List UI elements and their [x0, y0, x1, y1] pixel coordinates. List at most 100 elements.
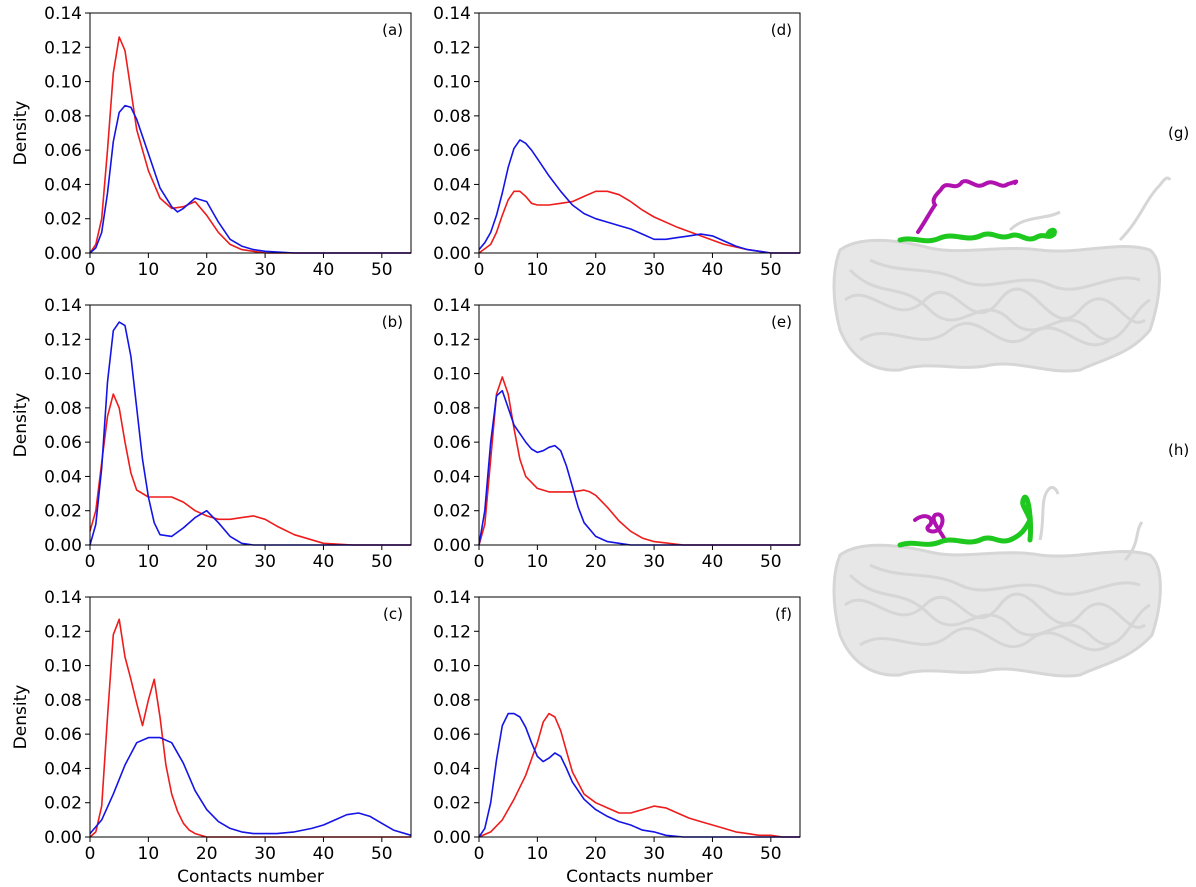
y-tick-label: 0.14 — [44, 588, 82, 608]
panel-label: (a) — [382, 21, 403, 39]
green-chain-h — [897, 494, 1033, 548]
x-tick-label: 40 — [313, 260, 335, 280]
plot-frame — [478, 12, 801, 254]
y-tick-label: 0.02 — [44, 794, 82, 814]
y-tick-label: 0.10 — [44, 657, 82, 677]
x-tick-label: 30 — [643, 552, 665, 572]
y-tick-label: 0.10 — [44, 73, 82, 93]
x-tick-label: 0 — [474, 844, 485, 864]
x-tick-label: 10 — [527, 260, 549, 280]
structure-h: (h) — [832, 441, 1189, 678]
y-tick-label: 0.08 — [44, 399, 82, 419]
y-tick-label: 0.06 — [44, 141, 82, 161]
plot-frame — [89, 596, 412, 838]
y-tick-label: 0.14 — [433, 296, 471, 316]
y-tick-label: 0.04 — [433, 759, 471, 779]
magenta-chain-h — [913, 512, 947, 542]
y-tick-label: 0.12 — [44, 38, 82, 58]
y-tick-label: 0.14 — [44, 4, 82, 24]
y-tick-label: 0.08 — [433, 399, 471, 419]
green-chain-g — [897, 227, 1057, 244]
y-tick-label: 0.04 — [44, 175, 82, 195]
y-axis-label: Density — [11, 685, 31, 750]
x-tick-label: 10 — [527, 552, 549, 572]
x-tick-label: 10 — [138, 844, 160, 864]
panel-label: (b) — [382, 313, 403, 331]
x-tick-label: 50 — [760, 844, 782, 864]
x-tick-label: 50 — [371, 260, 393, 280]
x-tick-label: 0 — [474, 552, 485, 572]
subplot-b: 0.00 0.02 0.04 0.06 0.08 0.10 0.12 0.14 0 10 20 30 4… — [11, 296, 412, 572]
x-tick-label: 0 — [85, 844, 96, 864]
series-line-blue — [478, 389, 800, 546]
series-line-blue — [478, 712, 800, 838]
y-tick-label: 0.06 — [433, 141, 471, 161]
y-tick-label: 0.10 — [433, 365, 471, 385]
series-line-red — [89, 618, 411, 838]
panel-label: (e) — [771, 313, 792, 331]
y-tick-label: 0.06 — [433, 433, 471, 453]
y-tick-label: 0.14 — [433, 588, 471, 608]
subplot-d: 0.00 0.02 0.04 0.06 0.08 0.10 0.12 0.14 0 10 20 30 4… — [433, 4, 801, 280]
y-axis-label: Density — [11, 393, 31, 458]
y-tick-label: 0.08 — [44, 691, 82, 711]
panel-label: (f) — [775, 605, 792, 623]
x-tick-label: 10 — [138, 552, 160, 572]
y-tick-label: 0.14 — [44, 296, 82, 316]
y-tick-label: 0.02 — [433, 210, 471, 230]
protein-ribbon-g — [832, 176, 1172, 373]
x-tick-label: 40 — [313, 552, 335, 572]
x-tick-label: 0 — [85, 552, 96, 572]
x-tick-label: 50 — [760, 260, 782, 280]
y-tick-label: 0.04 — [44, 467, 82, 487]
y-tick-label: 0.00 — [433, 536, 471, 556]
series-line-red — [89, 36, 411, 254]
y-tick-label: 0.12 — [433, 330, 471, 350]
series-line-red — [89, 393, 411, 546]
y-tick-label: 0.10 — [433, 73, 471, 93]
x-tick-label: 30 — [643, 844, 665, 864]
x-tick-label: 50 — [371, 552, 393, 572]
x-tick-label: 40 — [702, 844, 724, 864]
y-tick-label: 0.00 — [433, 828, 471, 848]
y-tick-label: 0.02 — [44, 502, 82, 522]
x-tick-label: 20 — [585, 260, 607, 280]
panel-label: (d) — [771, 21, 792, 39]
y-tick-label: 0.00 — [44, 536, 82, 556]
x-axis-label: Contacts number — [177, 867, 324, 887]
magenta-chain-g — [916, 179, 1019, 234]
y-tick-label: 0.08 — [433, 107, 471, 127]
x-tick-label: 20 — [196, 552, 218, 572]
y-tick-label: 0.14 — [433, 4, 471, 24]
subplot-c: 0.00 0.02 0.04 0.06 0.08 0.10 0.12 0.14 0 10 20 30 4… — [11, 588, 412, 887]
x-tick-label: 30 — [254, 844, 276, 864]
x-tick-label: 20 — [196, 260, 218, 280]
y-tick-label: 0.00 — [44, 828, 82, 848]
series-line-blue — [478, 139, 800, 254]
structure-label-h: (h) — [1168, 441, 1189, 459]
x-tick-label: 10 — [527, 844, 549, 864]
y-tick-label: 0.10 — [44, 365, 82, 385]
x-tick-label: 50 — [760, 552, 782, 572]
structure-label-g: (g) — [1168, 124, 1189, 142]
plot-frame — [89, 304, 412, 546]
x-tick-label: 0 — [474, 260, 485, 280]
x-tick-label: 30 — [643, 260, 665, 280]
subplot-e: 0.00 0.02 0.04 0.06 0.08 0.10 0.12 0.14 0 10 20 30 4… — [433, 296, 801, 572]
protein-ribbon-h — [832, 485, 1162, 678]
plot-frame — [478, 304, 801, 546]
x-tick-label: 40 — [313, 844, 335, 864]
panel-label: (c) — [383, 605, 403, 623]
y-tick-label: 0.02 — [44, 210, 82, 230]
series-line-red — [478, 190, 800, 254]
x-tick-label: 50 — [371, 844, 393, 864]
y-tick-label: 0.12 — [44, 330, 82, 350]
y-axis-label: Density — [11, 101, 31, 166]
x-tick-label: 20 — [585, 844, 607, 864]
plot-frame — [89, 12, 412, 254]
y-tick-label: 0.08 — [433, 691, 471, 711]
y-tick-label: 0.12 — [44, 622, 82, 642]
x-tick-label: 40 — [702, 552, 724, 572]
y-tick-label: 0.12 — [433, 38, 471, 58]
